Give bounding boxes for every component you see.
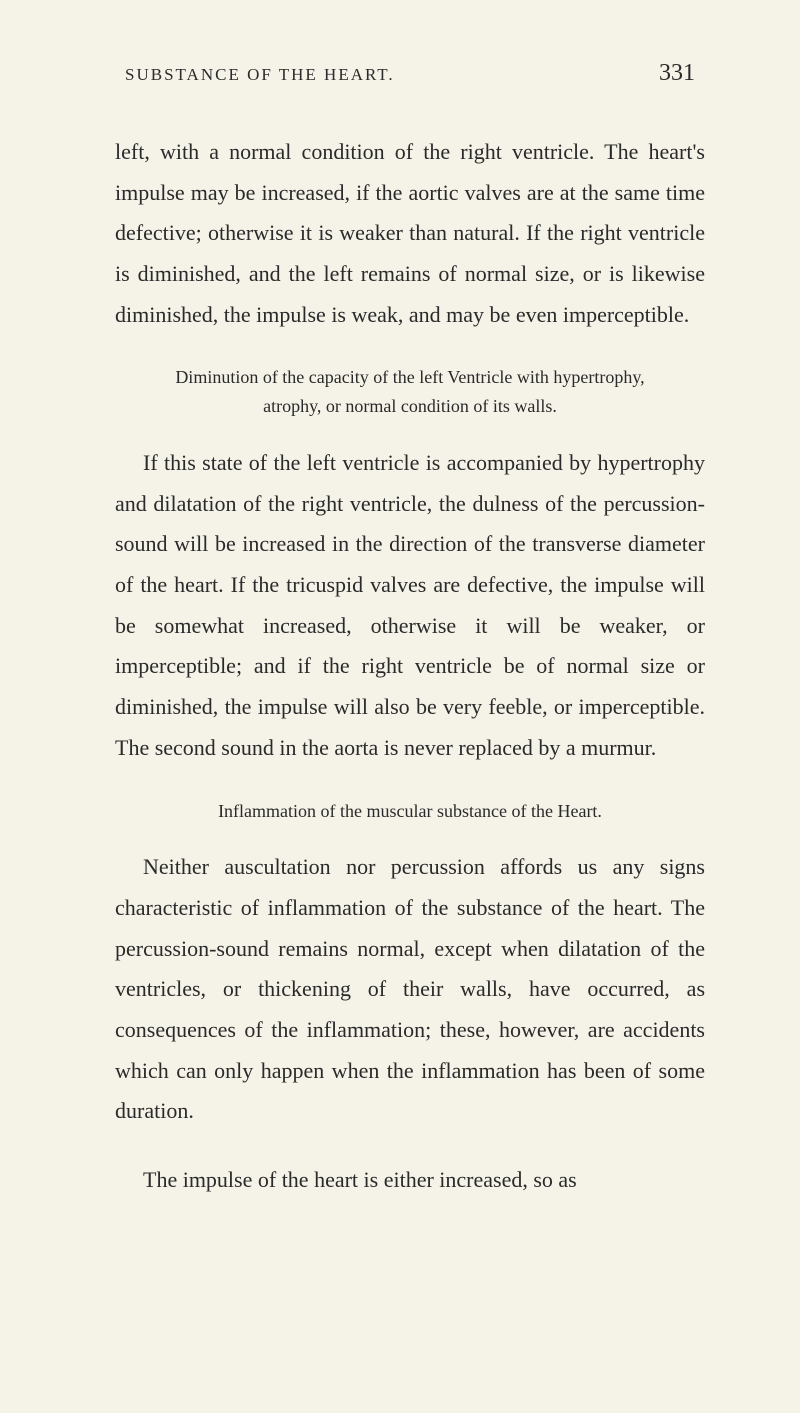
section-heading-1: Diminution of the capacity of the left V… (115, 363, 705, 421)
paragraph-1: left, with a normal condition of the rig… (115, 132, 705, 335)
page-number: 331 (659, 60, 695, 87)
page-header: SUBSTANCE OF THE HEART. 331 (115, 60, 705, 87)
paragraph-4: The impulse of the heart is either incre… (115, 1160, 705, 1201)
running-head: SUBSTANCE OF THE HEART. (125, 65, 395, 85)
section-heading-2: Inflammation of the muscular substance o… (115, 797, 705, 826)
paragraph-2: If this state of the left ventricle is a… (115, 443, 705, 769)
paragraph-3: Neither auscultation nor percussion affo… (115, 847, 705, 1132)
